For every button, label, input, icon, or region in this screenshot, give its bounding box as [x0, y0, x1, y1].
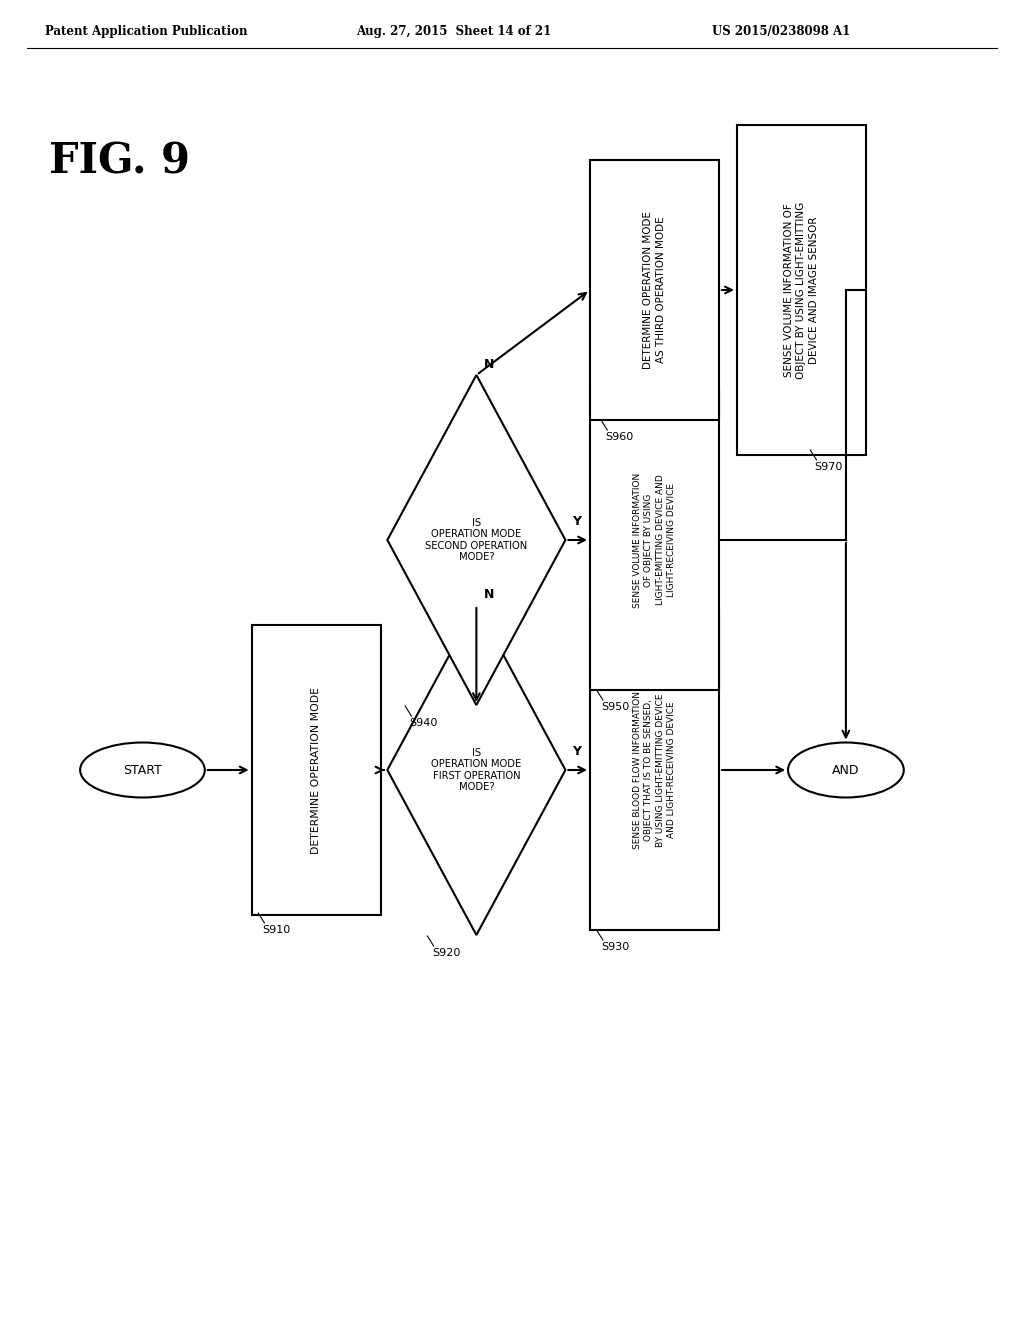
Text: FIG. 9: FIG. 9: [49, 140, 190, 182]
Text: SENSE VOLUME INFORMATION
OF OBJECT BY USING
LIGHT-EMITTING DEVICE AND
LIGHT-RECE: SENSE VOLUME INFORMATION OF OBJECT BY US…: [633, 473, 676, 607]
Text: START: START: [123, 763, 162, 776]
Text: AND: AND: [833, 763, 860, 776]
Text: DETERMINE OPERATION MODE: DETERMINE OPERATION MODE: [311, 686, 322, 854]
Text: S910: S910: [263, 925, 291, 935]
Text: US 2015/0238098 A1: US 2015/0238098 A1: [713, 25, 851, 38]
Text: S950: S950: [601, 702, 630, 711]
Text: Y: Y: [572, 515, 582, 528]
Polygon shape: [387, 375, 565, 705]
Text: N: N: [483, 358, 494, 371]
Text: N: N: [483, 587, 494, 601]
Text: S920: S920: [432, 948, 460, 958]
Text: S960: S960: [605, 432, 634, 442]
FancyBboxPatch shape: [590, 610, 719, 931]
Text: Patent Application Publication: Patent Application Publication: [44, 25, 247, 38]
Text: IS
OPERATION MODE
FIRST OPERATION
MODE?: IS OPERATION MODE FIRST OPERATION MODE?: [431, 747, 521, 792]
Text: S970: S970: [815, 462, 843, 473]
FancyBboxPatch shape: [252, 624, 381, 915]
Text: SENSE VOLUME INFORMATION OF
OBJECT BY USING LIGHT-EMITTING
DEVICE AND IMAGE SENS: SENSE VOLUME INFORMATION OF OBJECT BY US…: [784, 202, 819, 379]
FancyBboxPatch shape: [590, 160, 719, 420]
Text: S930: S930: [601, 942, 630, 952]
Text: Aug. 27, 2015  Sheet 14 of 21: Aug. 27, 2015 Sheet 14 of 21: [356, 25, 551, 38]
Text: SENSE BLOOD FLOW INFORMATION
OBJECT THAT IS TO BE SENSED,
BY USING LIGHT-EMITTIN: SENSE BLOOD FLOW INFORMATION OBJECT THAT…: [633, 690, 676, 849]
FancyBboxPatch shape: [737, 125, 866, 455]
Polygon shape: [387, 605, 565, 935]
Text: S940: S940: [410, 718, 438, 729]
FancyBboxPatch shape: [590, 389, 719, 690]
Ellipse shape: [788, 742, 904, 797]
Ellipse shape: [80, 742, 205, 797]
Text: Y: Y: [572, 744, 582, 758]
Text: IS
OPERATION MODE
SECOND OPERATION
MODE?: IS OPERATION MODE SECOND OPERATION MODE?: [425, 517, 527, 562]
Text: DETERMINE OPERATION MODE
AS THIRD OPERATION MODE: DETERMINE OPERATION MODE AS THIRD OPERAT…: [643, 211, 666, 370]
